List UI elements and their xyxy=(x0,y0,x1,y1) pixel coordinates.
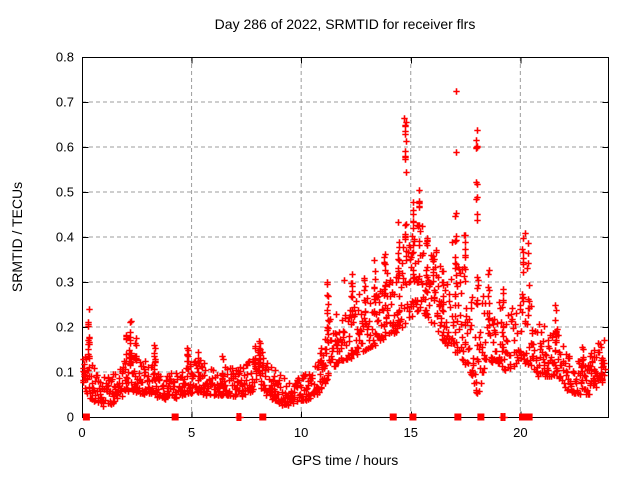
x-axis-label: GPS time / hours xyxy=(291,452,399,468)
svg-text:0.1: 0.1 xyxy=(56,365,74,380)
svg-text:20: 20 xyxy=(513,425,527,440)
svg-text:0.7: 0.7 xyxy=(56,95,74,110)
chart-title: Day 286 of 2022, SRMTID for receiver flr… xyxy=(214,16,476,32)
svg-text:0.4: 0.4 xyxy=(56,230,74,245)
svg-text:0: 0 xyxy=(78,425,85,440)
y-tick-labels: 0 0.1 0.2 0.3 0.4 0.5 0.6 0.7 0.8 xyxy=(56,50,74,425)
svg-text:0.6: 0.6 xyxy=(56,140,74,155)
svg-text:0.5: 0.5 xyxy=(56,185,74,200)
zero-line-markers xyxy=(82,413,533,421)
svg-text:0.8: 0.8 xyxy=(56,50,74,65)
x-tick-labels: 0 5 10 15 20 xyxy=(78,425,527,440)
data-points xyxy=(80,88,609,421)
svg-text:10: 10 xyxy=(294,425,308,440)
svg-text:0: 0 xyxy=(67,410,74,425)
svg-text:15: 15 xyxy=(404,425,418,440)
svg-text:5: 5 xyxy=(188,425,195,440)
svg-text:0.2: 0.2 xyxy=(56,320,74,335)
svg-text:0.3: 0.3 xyxy=(56,275,74,290)
